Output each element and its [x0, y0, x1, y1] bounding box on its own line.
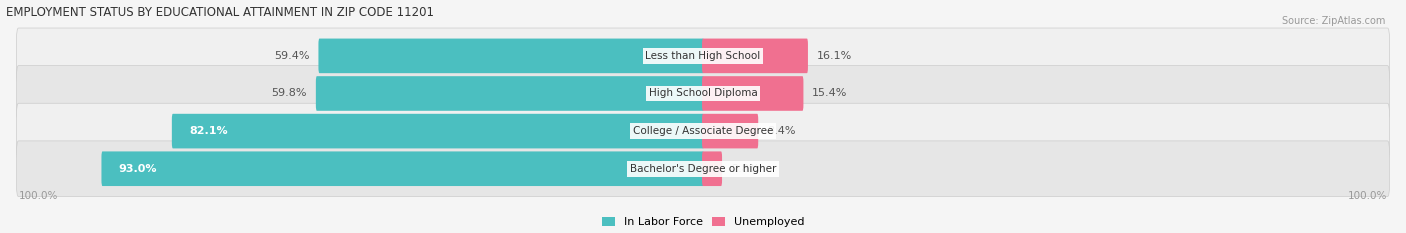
- Text: 15.4%: 15.4%: [813, 89, 848, 99]
- FancyBboxPatch shape: [702, 38, 808, 73]
- FancyBboxPatch shape: [702, 151, 723, 186]
- Legend: In Labor Force, Unemployed: In Labor Force, Unemployed: [602, 216, 804, 227]
- Text: 2.8%: 2.8%: [731, 164, 759, 174]
- Text: 100.0%: 100.0%: [1348, 191, 1388, 201]
- FancyBboxPatch shape: [17, 28, 1389, 84]
- Text: 100.0%: 100.0%: [18, 191, 58, 201]
- Text: Source: ZipAtlas.com: Source: ZipAtlas.com: [1281, 16, 1385, 26]
- Text: 59.4%: 59.4%: [274, 51, 309, 61]
- Text: Less than High School: Less than High School: [645, 51, 761, 61]
- FancyBboxPatch shape: [172, 114, 704, 148]
- Text: 8.4%: 8.4%: [766, 126, 796, 136]
- FancyBboxPatch shape: [702, 114, 758, 148]
- Text: 82.1%: 82.1%: [188, 126, 228, 136]
- Text: 93.0%: 93.0%: [118, 164, 157, 174]
- Text: 16.1%: 16.1%: [817, 51, 852, 61]
- Text: High School Diploma: High School Diploma: [648, 89, 758, 99]
- Text: EMPLOYMENT STATUS BY EDUCATIONAL ATTAINMENT IN ZIP CODE 11201: EMPLOYMENT STATUS BY EDUCATIONAL ATTAINM…: [6, 6, 433, 19]
- FancyBboxPatch shape: [318, 38, 704, 73]
- Text: 59.8%: 59.8%: [271, 89, 307, 99]
- FancyBboxPatch shape: [17, 141, 1389, 197]
- FancyBboxPatch shape: [17, 103, 1389, 159]
- FancyBboxPatch shape: [101, 151, 704, 186]
- Text: College / Associate Degree: College / Associate Degree: [633, 126, 773, 136]
- FancyBboxPatch shape: [702, 76, 803, 111]
- Text: Bachelor's Degree or higher: Bachelor's Degree or higher: [630, 164, 776, 174]
- FancyBboxPatch shape: [17, 66, 1389, 121]
- FancyBboxPatch shape: [316, 76, 704, 111]
